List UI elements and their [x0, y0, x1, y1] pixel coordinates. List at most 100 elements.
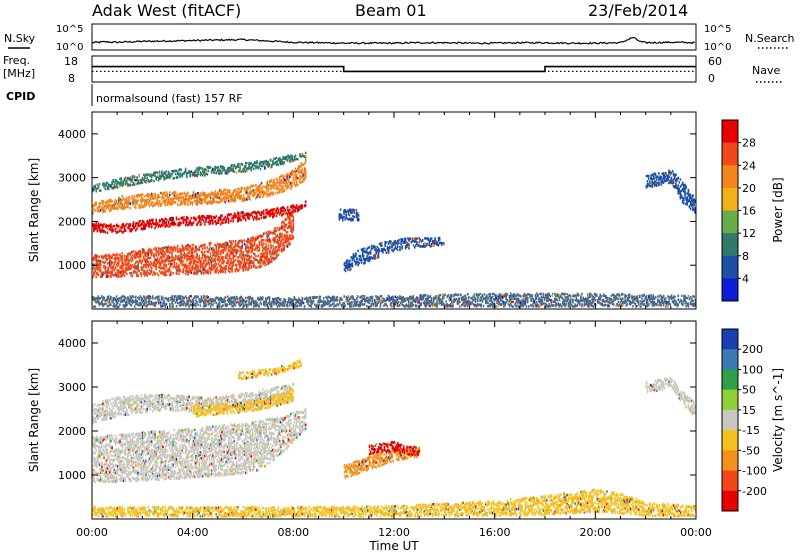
range-cell [266, 180, 268, 184]
range-cell [252, 167, 255, 171]
range-cell [274, 161, 276, 164]
range-cell [282, 248, 284, 252]
range-cell [272, 163, 274, 166]
range-cell [281, 174, 283, 177]
range-cell [140, 204, 143, 207]
range-cell [195, 250, 197, 253]
range-cell [239, 214, 241, 218]
range-cell [257, 193, 259, 196]
range-cell [146, 274, 148, 277]
range-cell [692, 208, 694, 212]
range-cell [295, 181, 298, 184]
range-cell [120, 296, 122, 299]
range-cell [106, 274, 109, 277]
range-cell [348, 265, 350, 268]
range-cell [162, 194, 164, 197]
range-cell [181, 196, 184, 199]
range-cell [277, 228, 280, 232]
range-cell [102, 230, 104, 234]
range-cell [258, 259, 261, 263]
range-cell [266, 247, 268, 251]
range-cell [102, 202, 104, 205]
range-cell [387, 251, 390, 254]
range-cell [127, 257, 129, 260]
range-cell [364, 258, 366, 261]
range-cell [287, 154, 290, 158]
range-cell [273, 231, 275, 234]
range-cell [392, 249, 394, 253]
range-cell [278, 184, 281, 187]
range-cell [130, 256, 133, 259]
range-cell [681, 182, 684, 186]
range-cell [154, 171, 156, 174]
range-cell [226, 216, 229, 220]
range-cell [355, 212, 358, 215]
range-cell [197, 261, 199, 264]
range-cell [201, 216, 204, 219]
range-cell [176, 256, 179, 260]
range-cell [191, 264, 194, 268]
range-cell [655, 178, 658, 181]
range-cell [122, 304, 125, 308]
range-cell [221, 243, 223, 247]
range-cell [107, 202, 110, 206]
range-cell [198, 259, 201, 262]
range-cell [237, 268, 239, 272]
range-cell [98, 255, 101, 258]
range-cell [384, 248, 386, 252]
range-cell [693, 200, 695, 203]
range-cell [286, 226, 289, 230]
range-cell [176, 269, 179, 272]
range-cell [678, 191, 681, 194]
range-cell [253, 243, 256, 246]
range-cell [131, 298, 134, 302]
range-cell [300, 164, 302, 168]
range-cell [102, 208, 104, 211]
range-cell [163, 191, 165, 194]
range-cell [352, 218, 354, 221]
range-cell [238, 216, 240, 219]
range-cell [139, 272, 142, 275]
range-cell [140, 181, 143, 184]
range-cell [229, 253, 231, 256]
range-cell [251, 185, 254, 188]
range-cell [129, 207, 131, 210]
range-cell [239, 254, 241, 257]
range-cell [281, 224, 283, 227]
range-cell [213, 195, 215, 199]
range-cell [393, 242, 396, 246]
range-cell [137, 181, 139, 185]
range-cell [95, 224, 97, 227]
range-cell [365, 250, 367, 253]
range-cell [280, 207, 282, 210]
nsearch-label: N.Search [745, 32, 795, 45]
range-cell [97, 295, 100, 298]
range-cell [231, 270, 233, 273]
range-cell [213, 192, 215, 196]
range-cell [266, 239, 268, 243]
range-cell [238, 239, 240, 243]
range-cell [133, 175, 136, 179]
range-cell [238, 241, 240, 245]
range-cell [394, 239, 397, 243]
range-cell [139, 259, 142, 262]
range-cell [146, 260, 148, 263]
range-cell [126, 202, 128, 205]
range-cell [283, 181, 285, 184]
range-cell [350, 211, 352, 214]
nave-label: Nave [752, 64, 780, 77]
range-cell [208, 256, 211, 259]
range-cell [437, 236, 440, 240]
range-cell [241, 267, 244, 270]
range-cell [258, 249, 261, 252]
range-cell [222, 270, 224, 273]
range-cell [258, 196, 261, 199]
range-cell [231, 247, 233, 250]
range-cell [102, 256, 104, 259]
range-cell [172, 191, 174, 195]
range-cell [357, 260, 359, 264]
range-cell [159, 202, 162, 206]
range-cell [272, 249, 274, 252]
range-cell [344, 261, 347, 264]
range-cell [353, 255, 356, 258]
